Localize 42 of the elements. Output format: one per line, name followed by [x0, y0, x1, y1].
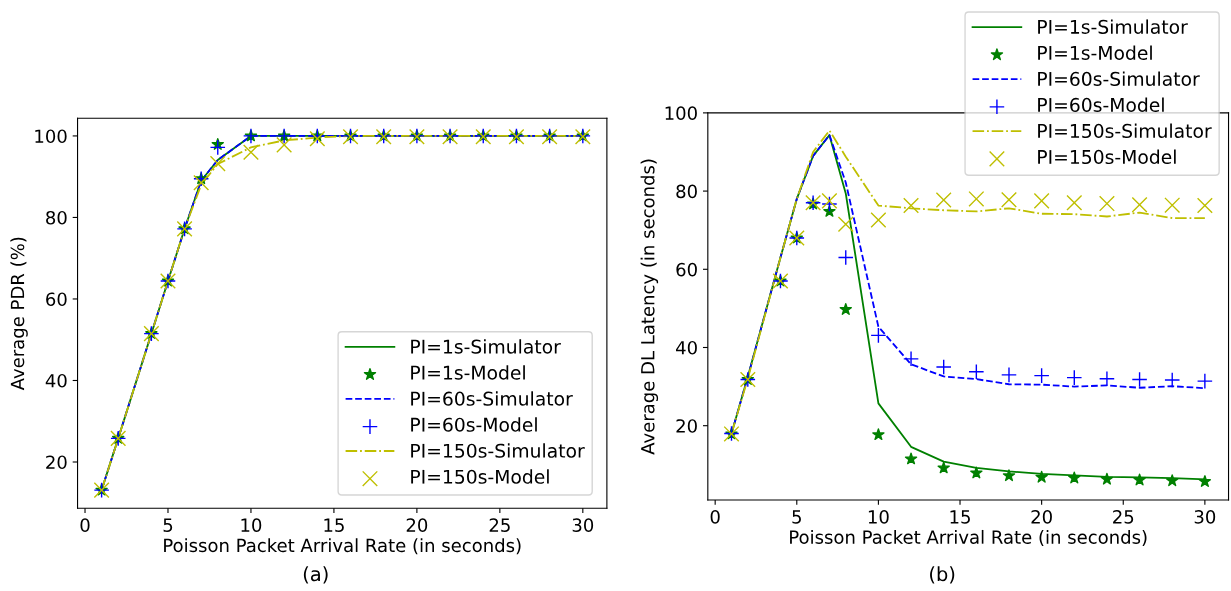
x-tick-label: 10 — [241, 518, 262, 532]
x-tick-label: 10 — [868, 510, 889, 524]
y-tick-label: 80 — [676, 184, 697, 199]
y-tick-label: 40 — [676, 340, 697, 355]
y-tick-label: 100 — [35, 129, 67, 144]
x-tick-label: 30 — [572, 518, 594, 532]
y-tick-label: 60 — [676, 262, 697, 277]
text: (a) — [303, 566, 328, 584]
x-axis-title: Poisson Packet Arrival Rate (in seconds) — [790, 529, 1147, 547]
x-tick-label: 0 — [80, 518, 90, 532]
x-tick-label: 0 — [710, 510, 720, 524]
y-tick-label: 20 — [46, 455, 67, 470]
legend-label: PI=150s-Model — [411, 469, 549, 484]
x-tick-label: 15 — [324, 518, 344, 532]
x-tick-label: 5 — [163, 518, 173, 532]
x-tick-label: 25 — [489, 518, 510, 532]
x-tick-label: 20 — [1031, 510, 1052, 524]
legend-label: PI=1s-Model — [1038, 45, 1152, 60]
x-tick-label: 15 — [950, 510, 970, 524]
text: (b) — [930, 566, 955, 584]
y-axis-title: Average DL Latency (in seconds) — [640, 159, 659, 455]
x-axis-title: Poisson Packet Arrival Rate (in seconds) — [164, 538, 521, 555]
legend-label: PI=60s-Simulator — [1038, 71, 1200, 86]
x-tick-label: 30 — [1194, 510, 1216, 524]
y-tick-label: 100 — [665, 106, 697, 120]
y-tick-label: 80 — [46, 210, 67, 225]
y-tick-label: 40 — [45, 373, 67, 388]
x-tick-label: 20 — [406, 518, 428, 532]
legend-label: PI=1s-Simulator — [411, 339, 561, 354]
legend-label: PI=150s-Simulator — [411, 443, 585, 458]
legend-label: PI=60s-Model — [411, 417, 537, 432]
x-tick-label: 25 — [1113, 510, 1134, 524]
legend-label: PI=150s-Model — [1038, 149, 1176, 165]
y-tick-label: 20 — [676, 419, 697, 433]
legend-label: PI=1s-Simulator — [1038, 19, 1188, 34]
y-axis-title: Average PDR (%) — [10, 237, 28, 391]
legend-label: PI=150s-Simulator — [1038, 123, 1212, 139]
y-tick-label: 60 — [46, 292, 67, 307]
legend-label: PI=60s-Simulator — [411, 391, 573, 406]
x-tick-label: 5 — [792, 510, 801, 524]
legend-label: PI=1s-Model — [411, 365, 525, 380]
legend-label: PI=60s-Model — [1038, 97, 1164, 113]
